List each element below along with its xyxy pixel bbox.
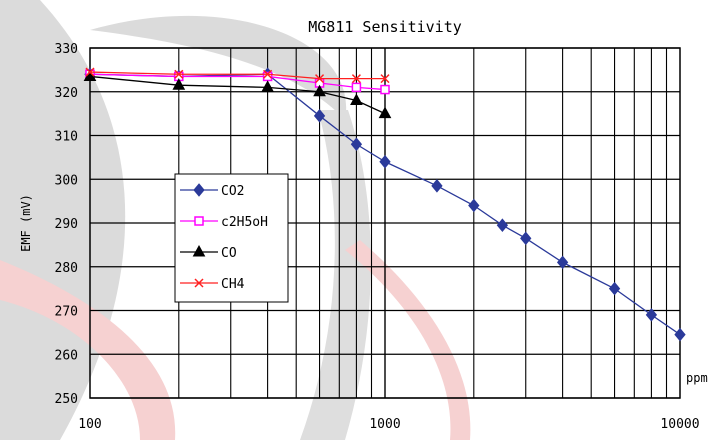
watermark-decoration xyxy=(0,0,471,440)
data-point-co xyxy=(172,78,186,90)
marker-x-stroke xyxy=(263,69,273,79)
watermark-stem xyxy=(300,110,371,440)
x-tick-label: 1000 xyxy=(369,417,400,432)
data-point-co2 xyxy=(556,255,569,270)
data-point-co xyxy=(378,106,392,119)
data-point-ch4 xyxy=(315,74,325,84)
marker-x-stroke xyxy=(315,74,325,84)
x-tick-label: 100 xyxy=(78,417,101,432)
data-point-co2 xyxy=(379,154,391,169)
y-tick-label: 260 xyxy=(55,348,78,363)
data-point-ch4 xyxy=(263,69,273,79)
data-point-co xyxy=(261,80,274,92)
data-point-ch4 xyxy=(351,74,361,84)
data-point-co2 xyxy=(674,327,686,342)
marker-x-stroke xyxy=(351,74,361,84)
series-layer xyxy=(83,67,686,342)
data-point-co xyxy=(313,84,326,97)
y-tick-label: 270 xyxy=(55,305,78,320)
legend-item-ch4: CH4 xyxy=(180,277,245,292)
y-tick-label: 290 xyxy=(55,217,78,232)
data-point-ch4 xyxy=(174,69,184,79)
y-axis-ticks: 250 260 270 280 290 300 310 320 330 xyxy=(55,42,78,407)
data-point-co2 xyxy=(313,109,326,123)
legend-label: c2H5oH xyxy=(221,215,268,230)
data-point-ch4 xyxy=(85,67,95,77)
data-point-c2h5oh xyxy=(380,84,390,95)
y-tick-label: 330 xyxy=(55,42,78,57)
data-point-c2h5oh xyxy=(351,82,362,93)
series-line-co2 xyxy=(89,73,681,336)
legend-items: CO2 c2H5oH CO CH4 xyxy=(180,183,268,292)
data-point-co2 xyxy=(645,308,658,322)
x-axis-label: ppm xyxy=(686,371,708,385)
watermark-center-swoosh xyxy=(90,15,347,121)
series-line-ch4 xyxy=(89,71,385,80)
data-point-ch4 xyxy=(380,74,390,84)
data-point-co2 xyxy=(468,198,480,213)
x-axis-ticks: 100 1000 10000 xyxy=(78,417,699,432)
legend-label: CH4 xyxy=(221,277,245,292)
marker-x-stroke xyxy=(194,278,204,288)
grid-lines xyxy=(90,47,680,399)
y-tick-label: 280 xyxy=(55,261,78,276)
legend-label: CO2 xyxy=(221,184,244,199)
marker-x-stroke xyxy=(380,74,390,84)
marker-x-stroke xyxy=(174,69,184,79)
series-line-c2h5oh xyxy=(89,73,386,91)
marker-x-stroke xyxy=(85,67,95,77)
y-tick-label: 300 xyxy=(55,173,78,188)
y-tick-label: 320 xyxy=(55,86,78,101)
y-tick-label: 250 xyxy=(55,392,78,407)
legend-item-co: CO xyxy=(180,244,237,261)
legend-item-co2: CO2 xyxy=(180,183,244,199)
legend: CO2 c2H5oH CO CH4 xyxy=(174,173,289,303)
legend-marker xyxy=(194,216,204,226)
data-point-co xyxy=(350,93,363,105)
legend-label: CO xyxy=(221,246,237,261)
chart-title: MG811 Sensitivity xyxy=(308,18,462,36)
data-point-co2 xyxy=(520,231,532,246)
y-tick-label: 310 xyxy=(55,130,78,145)
data-point-co2 xyxy=(496,218,509,232)
watermark-red-right xyxy=(345,240,471,440)
legend-marker xyxy=(194,278,204,288)
legend-marker xyxy=(193,183,205,197)
x-tick-label: 10000 xyxy=(660,417,699,432)
legend-marker xyxy=(192,244,206,257)
data-point-co2 xyxy=(431,179,443,193)
data-point-co2 xyxy=(608,281,621,296)
data-point-co2 xyxy=(350,137,363,152)
legend-box xyxy=(174,173,289,303)
watermark-red-swoosh xyxy=(0,260,176,440)
y-axis-label: EMF (mV) xyxy=(19,194,33,252)
legend-item-c2h5oh: c2H5oH xyxy=(180,215,268,230)
